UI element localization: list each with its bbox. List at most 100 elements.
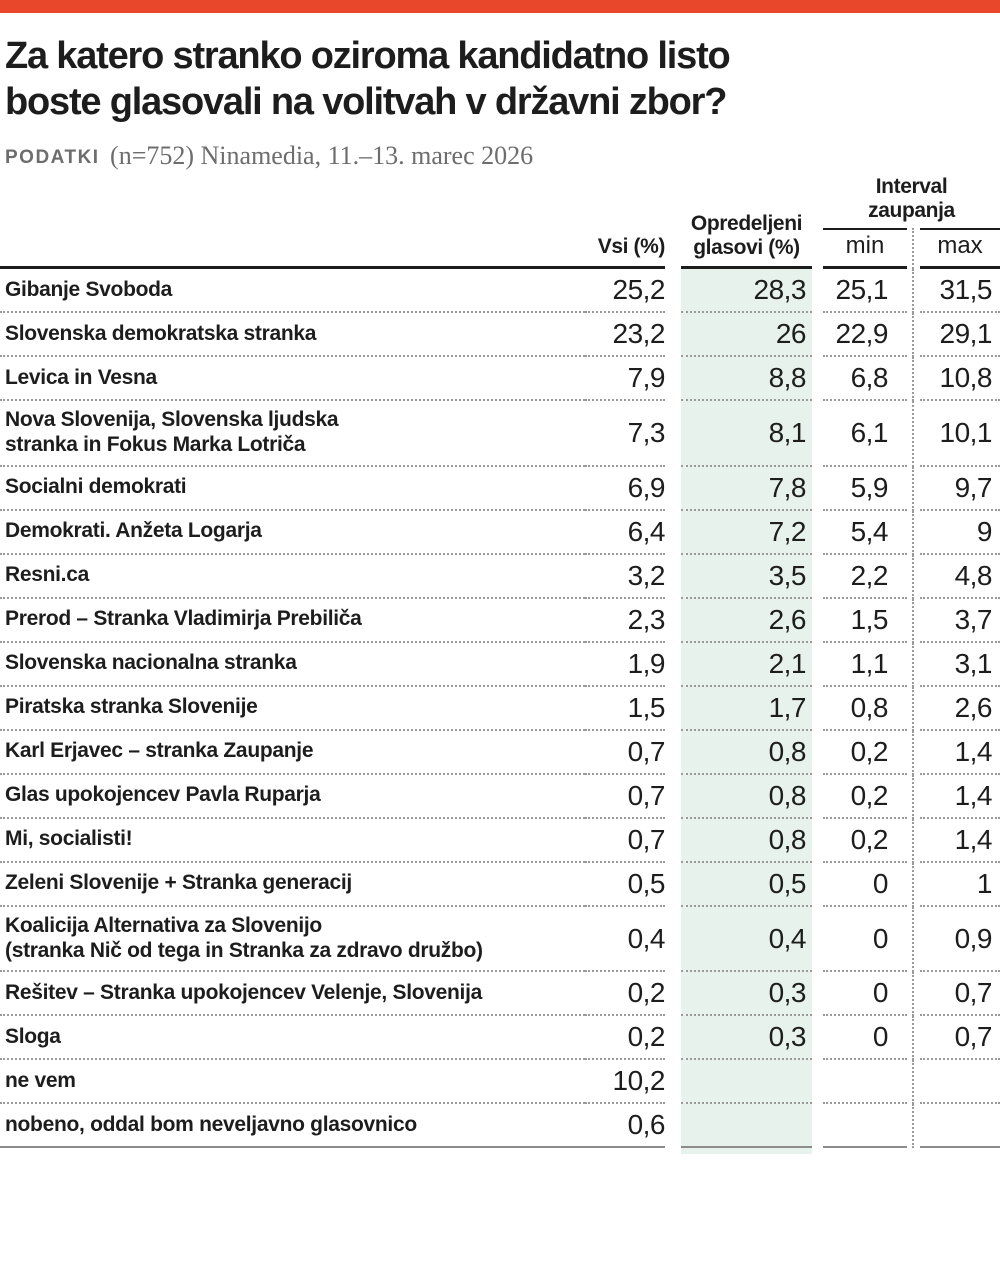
minmax-divider — [907, 357, 920, 402]
party-name: Koalicija Alternativa za Slovenijo (stra… — [0, 907, 585, 973]
max-value — [920, 1060, 1000, 1105]
opredeljeni-value: 3,5 — [681, 554, 812, 599]
min-value: 2,2 — [823, 555, 907, 599]
min-value: 22,9 — [823, 313, 907, 358]
column-gap — [665, 599, 681, 643]
column-gap — [665, 269, 681, 313]
vsi-value: 7,9 — [585, 357, 666, 402]
opredeljeni-value: 8,1 — [681, 401, 812, 467]
min-value: 0 — [823, 1016, 907, 1061]
opredeljeni-value: 26 — [681, 313, 812, 358]
column-gap — [665, 1016, 681, 1060]
vsi-value: 23,2 — [585, 313, 666, 358]
col-header-interval: Interval zaupanja — [868, 175, 955, 222]
opredeljeni-value: 2,6 — [681, 598, 812, 643]
table-body: Gibanje Svoboda 25,2 28,3 25,1 31,5 Slovenska… — [0, 269, 1000, 1149]
column-gap — [665, 819, 681, 863]
opredeljeni-value — [681, 1060, 812, 1105]
minmax-divider — [907, 906, 920, 973]
max-value: 31,5 — [920, 269, 1000, 314]
column-gap — [665, 1060, 681, 1104]
column-gap — [665, 511, 681, 555]
party-name: Socialni demokrati — [0, 467, 585, 511]
minmax-divider — [907, 554, 920, 599]
min-value: 0 — [823, 907, 907, 973]
green-column-tail — [681, 1148, 812, 1155]
party-name: Levica in Vesna — [0, 357, 585, 402]
minmax-divider — [907, 313, 920, 358]
party-name: Rešitev – Stranka upokojencev Velenje, S… — [0, 972, 585, 1017]
max-value: 4,8 — [920, 555, 1000, 599]
column-gap — [812, 599, 823, 643]
opredeljeni-value: 7,2 — [681, 510, 812, 555]
min-value: 0 — [823, 863, 907, 907]
vsi-value: 0,6 — [585, 1104, 666, 1149]
column-gap — [812, 511, 823, 555]
column-gap — [812, 643, 823, 687]
vsi-value: 3,2 — [585, 555, 666, 599]
minmax-divider — [907, 466, 920, 511]
column-gap — [812, 357, 823, 401]
max-value: 9 — [920, 511, 1000, 555]
party-name: Gibanje Svoboda — [0, 269, 585, 314]
col-header-vsi: Vsi (%) — [585, 235, 665, 270]
column-gap — [665, 1104, 681, 1148]
table-row: Gibanje Svoboda 25,2 28,3 25,1 31,5 — [0, 269, 1000, 314]
col-header-opredeljeni: Opredeljeni glasovi (%) — [681, 212, 812, 270]
party-name: Mi, socialisti! — [0, 819, 585, 863]
opredeljeni-value: 8,8 — [681, 357, 812, 402]
table-row: Nova Slovenija, Slovenska ljudska strank… — [0, 401, 1000, 467]
vsi-value: 6,4 — [585, 511, 666, 555]
table-row: Piratska stranka Slovenije 1,5 1,7 0,8 2,6 — [0, 686, 1000, 731]
minmax-divider — [907, 510, 920, 555]
table-row: Karl Erjavec – stranka Zaupanje 0,7 0,8 0,2… — [0, 730, 1000, 775]
vsi-value: 0,4 — [585, 907, 666, 973]
table-row: Rešitev – Stranka upokojencev Velenje, S… — [0, 972, 1000, 1017]
table-row: Slovenska nacionalna stranka 1,9 2,1 1,1 3,1 — [0, 642, 1000, 687]
vsi-value: 6,9 — [585, 467, 666, 511]
page-title: Za katero stranko oziroma kandidatno lis… — [5, 35, 731, 123]
party-name: Sloga — [0, 1016, 585, 1061]
min-value: 1,1 — [823, 643, 907, 687]
source-line: PODATKI (n=752) Ninamedia, 11.–13. marec… — [5, 141, 1000, 175]
column-gap — [812, 1016, 823, 1060]
table-row: Slovenska demokratska stranka 23,2 26 22,9 2… — [0, 313, 1000, 358]
source-label: PODATKI — [5, 147, 100, 169]
column-gap — [665, 643, 681, 687]
minmax-divider — [907, 686, 920, 731]
party-name: Slovenska demokratska stranka — [0, 313, 585, 358]
max-value: 9,7 — [920, 467, 1000, 511]
minmax-divider — [907, 598, 920, 643]
vsi-value: 1,9 — [585, 643, 666, 687]
table-row: Demokrati. Anžeta Logarja 6,4 7,2 5,4 9 — [0, 510, 1000, 555]
column-gap — [665, 357, 681, 401]
min-value: 25,1 — [823, 269, 907, 314]
max-value: 0,7 — [920, 1016, 1000, 1061]
opredeljeni-value: 1,7 — [681, 686, 812, 731]
column-gap — [812, 467, 823, 511]
footer-gap — [585, 1148, 665, 1154]
col-header-party — [0, 266, 585, 270]
party-name: nobeno, oddal bom neveljavno glasovnico — [0, 1104, 585, 1149]
column-gap — [665, 401, 681, 467]
minmax-divider — [907, 228, 920, 270]
column-gap — [812, 863, 823, 907]
minmax-divider — [907, 642, 920, 687]
max-value: 0,7 — [920, 972, 1000, 1017]
column-gap — [665, 907, 681, 973]
column-gap — [665, 863, 681, 907]
column-gap — [812, 687, 823, 731]
col-group-interval: Interval zaupanja min max — [823, 175, 1000, 270]
max-value: 1,4 — [920, 819, 1000, 863]
vsi-value: 0,7 — [585, 819, 666, 863]
max-value: 10,1 — [920, 401, 1000, 467]
vsi-value: 7,3 — [585, 401, 666, 467]
table-row: Levica in Vesna 7,9 8,8 6,8 10,8 — [0, 357, 1000, 402]
min-value: 6,8 — [823, 357, 907, 402]
footer-gap — [0, 1148, 585, 1154]
column-gap — [812, 775, 823, 819]
column-gap — [812, 819, 823, 863]
table-row: Koalicija Alternativa za Slovenijo (stra… — [0, 906, 1000, 973]
vsi-value: 0,2 — [585, 972, 666, 1017]
